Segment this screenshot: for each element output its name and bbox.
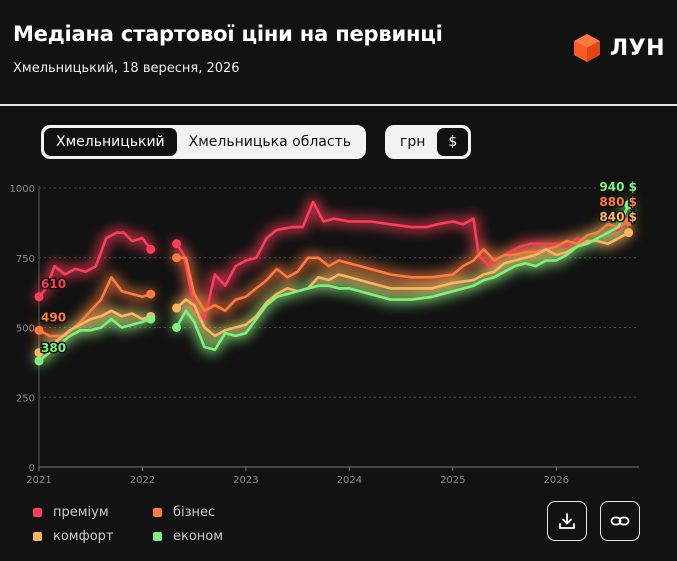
copy-link-button[interactable] bbox=[600, 501, 640, 541]
legend-label: преміум bbox=[53, 505, 109, 520]
brand-logo[interactable]: ЛУН bbox=[572, 33, 665, 63]
link-icon bbox=[610, 516, 630, 526]
brand-cube-icon bbox=[573, 34, 600, 62]
legend-label: комфорт bbox=[53, 529, 114, 544]
segment-start-point bbox=[34, 356, 44, 366]
segment-start-point bbox=[172, 239, 182, 249]
legend-label: бізнес bbox=[173, 505, 216, 520]
segment-start-point bbox=[34, 292, 44, 302]
currency-option-usd[interactable]: $ bbox=[437, 128, 469, 156]
segment-end-point bbox=[146, 314, 156, 324]
segment-start-point bbox=[34, 348, 44, 358]
currency-toggle: грн $ bbox=[385, 125, 472, 159]
price-line-chart: 0 250 500 750 1000 2021 2022 2023 2024 2025 2026 6… bbox=[10, 179, 639, 486]
header-divider bbox=[0, 104, 677, 106]
segment-start-point bbox=[34, 325, 44, 335]
region-option-oblast[interactable]: Хмельницька область bbox=[188, 134, 351, 150]
y-tick-label: 750 bbox=[16, 254, 35, 265]
x-tick-label: 2023 bbox=[233, 475, 258, 486]
x-tick-label: 2024 bbox=[337, 475, 362, 486]
series-line-комфорт bbox=[37, 309, 152, 354]
legend-item-comfort[interactable]: комфорт bbox=[33, 529, 114, 544]
legend-swatch bbox=[33, 508, 42, 517]
start-value-label: 490 bbox=[41, 310, 66, 324]
brand-name: ЛУН bbox=[609, 35, 665, 61]
legend-swatch bbox=[33, 532, 42, 541]
segment-start-point bbox=[172, 253, 182, 263]
series-line-комфорт bbox=[175, 231, 630, 338]
y-tick-label: 500 bbox=[16, 324, 35, 335]
page-title: Медіана стартової ціни на первинці bbox=[13, 22, 443, 46]
y-tick-label: 0 bbox=[29, 463, 35, 474]
legend-item-business[interactable]: бізнес bbox=[153, 505, 215, 520]
start-value-label: 610 bbox=[41, 277, 66, 291]
legend-label: економ bbox=[173, 529, 224, 544]
x-tick-label: 2025 bbox=[440, 475, 465, 486]
series-line-економ bbox=[37, 317, 152, 363]
legend-item-economy[interactable]: економ bbox=[153, 529, 223, 544]
x-tick-label: 2026 bbox=[544, 475, 569, 486]
legend-swatch bbox=[153, 532, 162, 541]
legend-item-premium[interactable]: преміум bbox=[33, 505, 109, 520]
segment-start-point bbox=[172, 323, 182, 332]
start-value-label: 380 bbox=[41, 341, 66, 355]
end-value-label: 880 $ bbox=[599, 195, 637, 209]
currency-option-uah[interactable]: грн bbox=[400, 134, 426, 150]
region-toggle: Хмельницький Хмельницька область bbox=[41, 125, 366, 159]
segment-end-point bbox=[624, 200, 634, 210]
y-tick-label: 250 bbox=[16, 393, 35, 404]
end-value-label: 840 $ bbox=[599, 210, 637, 224]
download-button[interactable] bbox=[547, 501, 587, 541]
y-tick-label: 1000 bbox=[10, 184, 35, 195]
series-line-преміум bbox=[37, 231, 152, 299]
end-value-label: 940 $ bbox=[599, 180, 637, 194]
segment-end-point bbox=[146, 289, 156, 299]
segment-start-point bbox=[172, 303, 182, 313]
segment-end-point bbox=[624, 228, 634, 238]
legend-swatch bbox=[153, 508, 162, 517]
segment-end-point bbox=[146, 244, 156, 254]
series-line-економ bbox=[175, 203, 630, 352]
segment-end-point bbox=[624, 216, 634, 226]
page-subtitle: Хмельницький, 18 вересня, 2026 bbox=[13, 61, 240, 76]
region-option-city[interactable]: Хмельницький bbox=[44, 128, 177, 156]
x-tick-label: 2021 bbox=[26, 475, 51, 486]
download-icon bbox=[559, 513, 575, 529]
series-line-бізнес bbox=[175, 220, 630, 313]
series-line-бізнес bbox=[37, 276, 152, 338]
x-tick-label: 2022 bbox=[130, 475, 155, 486]
